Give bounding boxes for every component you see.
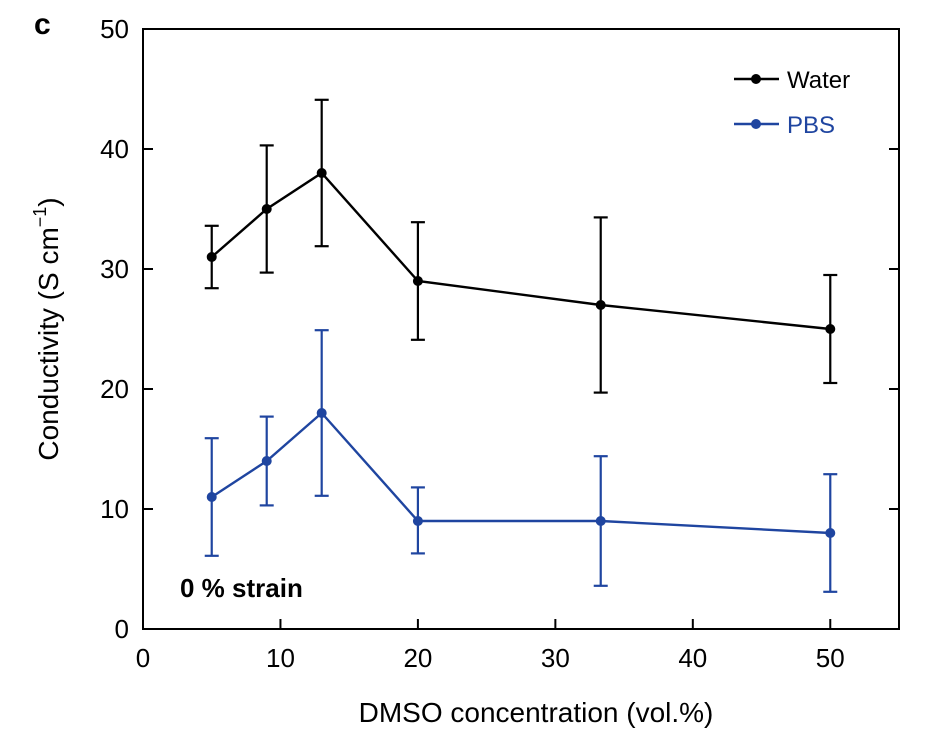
- data-point-water: [206, 252, 217, 262]
- data-point-water: [412, 276, 423, 286]
- data-point-water: [316, 168, 327, 178]
- data-point-pbs: [595, 516, 606, 526]
- y-tick-label: 40: [100, 134, 129, 164]
- series-layer: [204, 98, 838, 593]
- legend-marker-pbs: [751, 119, 761, 129]
- x-tick-label: 0: [136, 643, 150, 673]
- series-pbs: [204, 329, 838, 593]
- x-tick-label: 20: [403, 643, 432, 673]
- legend-label-pbs: PBS: [787, 112, 835, 139]
- y-tick-label: 20: [100, 374, 129, 404]
- y-tick-label: 30: [100, 254, 129, 284]
- data-point-pbs: [412, 516, 423, 526]
- x-axis-title: DMSO concentration (vol.%): [359, 697, 714, 728]
- y-axis-title-close: ): [33, 197, 64, 206]
- y-tick-label: 50: [100, 14, 129, 44]
- data-point-pbs: [206, 492, 217, 502]
- data-point-pbs: [261, 456, 272, 466]
- y-axis-title-main: Conductivity (S cm: [33, 227, 64, 460]
- strain-annotation: 0 % strain: [180, 573, 303, 603]
- plot-frame: [142, 28, 900, 630]
- axis-ticks: 0 10 20 30 40 50 0 10 20 30 40 50: [100, 14, 899, 673]
- x-tick-label: 40: [678, 643, 707, 673]
- y-tick-label: 0: [115, 614, 129, 644]
- data-point-pbs: [825, 528, 836, 538]
- panel-letter: c: [34, 8, 51, 41]
- x-tick-label: 50: [816, 643, 845, 673]
- series-line-water: [210, 171, 831, 331]
- y-tick-label: 10: [100, 494, 129, 524]
- x-tick-label: 10: [266, 643, 295, 673]
- x-tick-label: 30: [541, 643, 570, 673]
- plot-border: [142, 28, 900, 630]
- y-axis-title: Conductivity (S cm−1): [30, 197, 64, 460]
- series-water: [204, 98, 838, 394]
- data-point-pbs: [316, 408, 327, 418]
- y-axis-title-superscript: −1: [30, 207, 50, 228]
- data-point-water: [261, 204, 272, 214]
- legend-marker-water: [751, 74, 761, 84]
- legend-entry-water: Water: [734, 67, 850, 94]
- legend: Water PBS: [734, 67, 850, 139]
- data-point-water: [825, 324, 836, 334]
- data-point-water: [595, 300, 606, 310]
- legend-entry-pbs: PBS: [734, 112, 835, 139]
- legend-label-water: Water: [787, 67, 850, 94]
- series-line-pbs: [211, 411, 831, 535]
